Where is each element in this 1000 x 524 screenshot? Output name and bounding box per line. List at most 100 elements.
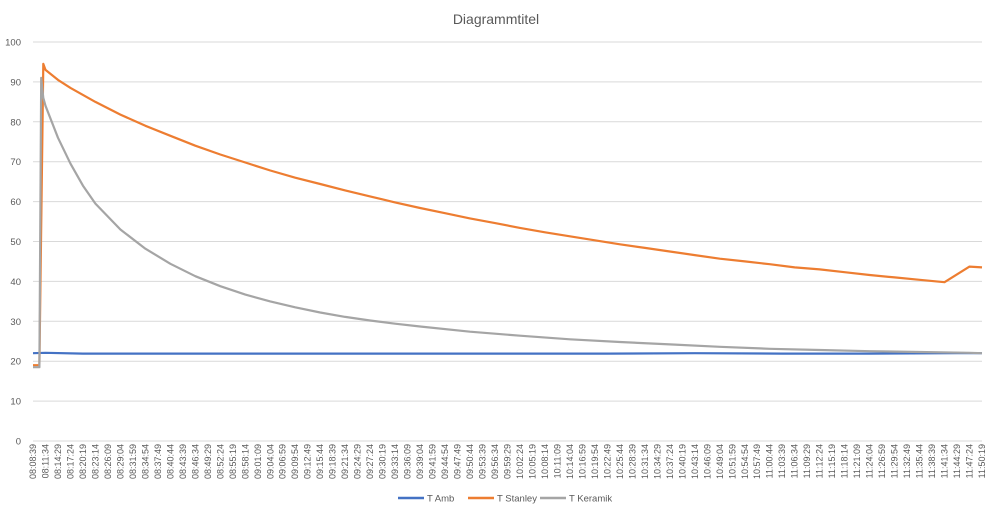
x-tick-label: 10:31:34: [640, 444, 650, 479]
x-tick-label: 09:24:29: [353, 444, 363, 479]
y-axis-tick-labels: 0 10 20 30 40 50 60 70 80 90 100: [5, 38, 21, 448]
x-tick-label: 11:47:24: [965, 444, 975, 478]
y-tick-label: 40: [10, 277, 21, 288]
x-tick-label: 11:15:19: [827, 444, 837, 478]
x-tick-label: 10:28:39: [627, 444, 637, 479]
x-tick-label: 08:11:34: [40, 444, 50, 478]
series-line-t-stanley: [33, 62, 983, 367]
x-tick-label: 10:19:54: [590, 444, 600, 479]
y-tick-label: 90: [10, 77, 21, 88]
x-tick-label: 08:34:54: [140, 444, 150, 479]
x-tick-label: 11:38:39: [927, 444, 937, 478]
x-tick-label: 10:05:19: [527, 444, 537, 479]
x-tick-label: 10:34:29: [652, 444, 662, 479]
x-tick-label: 09:12:49: [303, 444, 313, 479]
x-tick-label: 10:49:04: [715, 444, 725, 479]
x-tick-label: 10:16:59: [577, 444, 587, 479]
x-tick-label: 10:57:49: [752, 444, 762, 479]
x-tick-label: 11:24:04: [865, 444, 875, 478]
x-tick-label: 10:51:59: [727, 444, 737, 479]
x-tick-label: 11:29:54: [890, 444, 900, 478]
x-tick-label: 11:44:29: [952, 444, 962, 478]
y-tick-label: 50: [10, 237, 21, 248]
x-tick-label: 10:22:49: [602, 444, 612, 479]
x-tick-label: 09:39:04: [415, 444, 425, 479]
x-tick-label: 08:58:14: [240, 444, 250, 479]
x-tick-label: 10:02:24: [515, 444, 525, 479]
x-tick-label: 10:08:14: [540, 444, 550, 479]
x-tick-label: 10:11:09: [552, 444, 562, 478]
x-tick-label: 09:21:34: [340, 444, 350, 479]
x-tick-label: 09:53:39: [478, 444, 488, 479]
x-tick-label: 09:50:44: [465, 444, 475, 479]
x-tick-label: 09:09:54: [290, 444, 300, 479]
x-tick-label: 08:17:24: [65, 444, 75, 479]
x-tick-label: 11:35:44: [915, 444, 925, 478]
x-tick-label: 09:04:04: [265, 444, 275, 479]
legend-label: T Stanley: [497, 494, 537, 505]
x-tick-label: 11:06:34: [790, 444, 800, 478]
x-tick-label: 10:43:14: [690, 444, 700, 479]
x-tick-label: 11:41:34: [940, 444, 950, 478]
y-tick-label: 30: [10, 317, 21, 328]
x-tick-label: 08:40:44: [165, 444, 175, 479]
x-tick-label: 08:20:19: [78, 444, 88, 479]
x-tick-label: 09:33:14: [390, 444, 400, 479]
series-line-t-keramik: [33, 76, 983, 369]
x-tick-label: 10:25:44: [615, 444, 625, 479]
series-line-t-amb: [32, 351, 982, 355]
x-tick-label: 08:14:29: [53, 444, 63, 479]
x-tick-label: 09:06:59: [278, 444, 288, 479]
x-axis-tick-labels: 08:08:39 08:11:34 08:14:29 08:17:24 08:20:19…: [28, 444, 987, 479]
x-tick-label: 08:29:04: [115, 444, 125, 479]
x-tick-label: 09:44:54: [440, 444, 450, 479]
x-tick-label: 08:46:34: [190, 444, 200, 479]
x-tick-label: 10:54:54: [740, 444, 750, 479]
x-tick-label: 09:30:19: [378, 444, 388, 479]
y-tick-label: 10: [10, 397, 21, 408]
x-tick-label: 08:49:29: [203, 444, 213, 479]
x-tick-label: 11:03:39: [777, 444, 787, 478]
x-tick-label: 10:46:09: [702, 444, 712, 479]
x-tick-label: 09:15:44: [315, 444, 325, 479]
y-tick-label: 20: [10, 357, 21, 368]
y-tick-label: 70: [10, 157, 21, 168]
legend-label: T Amb: [427, 494, 454, 505]
y-tick-label: 60: [10, 197, 21, 208]
y-tick-label: 80: [10, 117, 21, 128]
x-tick-label: 09:47:49: [453, 444, 463, 479]
y-tick-label: 100: [5, 38, 21, 49]
x-tick-label: 09:01:09: [253, 444, 263, 479]
y-tick-label: 0: [16, 437, 21, 448]
chart-title: Diagrammtitel: [453, 11, 539, 27]
x-tick-label: 11:18:14: [840, 444, 850, 478]
x-tick-label: 09:56:34: [490, 444, 500, 479]
x-tick-label: 10:14:04: [565, 444, 575, 479]
x-tick-label: 10:37:24: [665, 444, 675, 479]
x-tick-label: 11:26:59: [877, 444, 887, 478]
gridlines: [33, 41, 982, 442]
x-tick-label: 11:21:09: [852, 444, 862, 478]
x-tick-label: 08:26:09: [103, 444, 113, 479]
x-tick-label: 11:09:29: [802, 444, 812, 478]
x-tick-label: 09:59:29: [503, 444, 513, 479]
x-tick-label: 11:50:19: [977, 444, 987, 478]
x-tick-label: 08:31:59: [128, 444, 138, 479]
x-tick-label: 08:37:49: [153, 444, 163, 479]
x-tick-label: 09:27:24: [365, 444, 375, 479]
x-tick-label: 08:52:24: [215, 444, 225, 479]
x-tick-label: 11:32:49: [902, 444, 912, 478]
x-tick-label: 10:40:19: [677, 444, 687, 479]
x-tick-label: 09:36:09: [403, 444, 413, 479]
x-tick-label: 11:12:24: [815, 444, 825, 478]
x-tick-label: 11:00:44: [765, 444, 775, 478]
x-tick-label: 08:43:39: [178, 444, 188, 479]
x-tick-label: 09:41:59: [428, 444, 438, 479]
x-tick-label: 09:18:39: [328, 444, 338, 479]
x-tick-label: 08:08:39: [28, 444, 38, 479]
x-tick-label: 08:55:19: [228, 444, 238, 479]
legend-label: T Keramik: [569, 494, 612, 505]
